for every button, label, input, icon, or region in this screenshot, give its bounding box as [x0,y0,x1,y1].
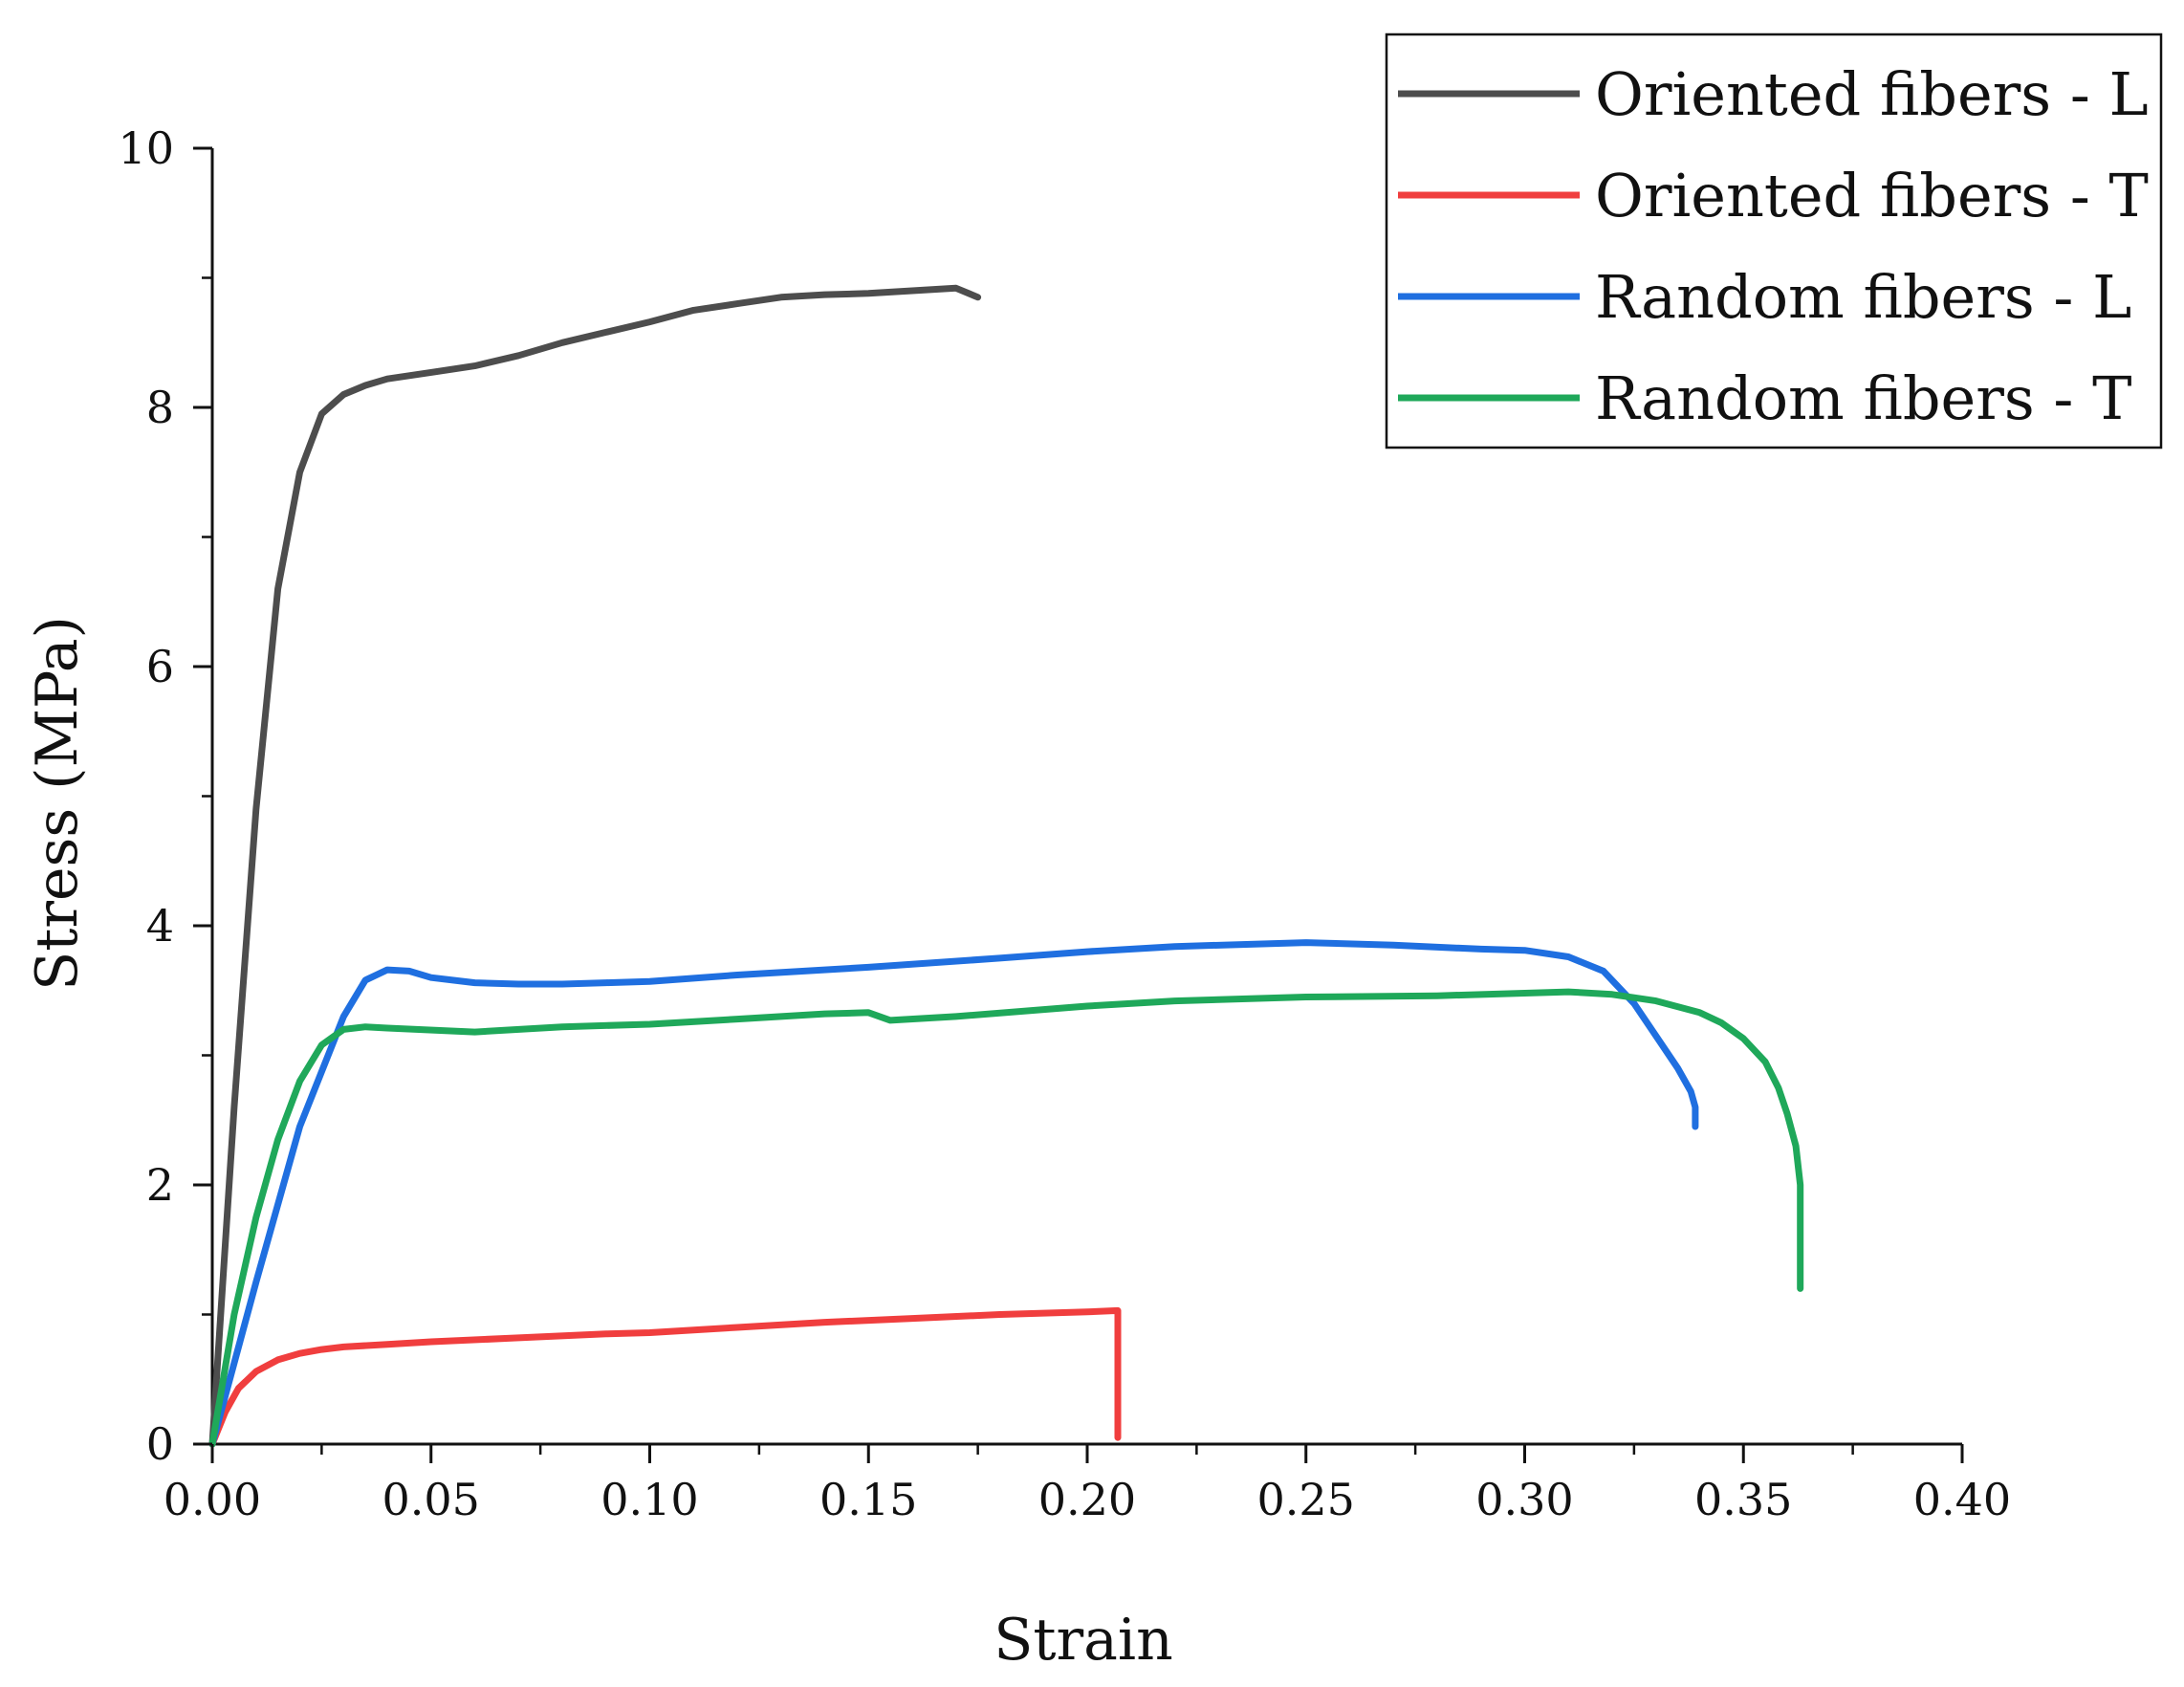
y-tick-label: 10 [118,122,174,174]
x-tick-label: 0.40 [1913,1474,2011,1525]
y-tick-label: 4 [146,900,174,952]
legend-label-random-fibers-l: Random fibers - L [1595,262,2131,332]
plot-ticks: 0.00 0.05 0.10 0.15 0.20 0.25 0.30 0.35 0.40 0 2 4 6… [118,122,2011,1525]
series-line-random-fibers-t [208,988,1804,1448]
y-axis-title: Stress (MPa) [24,616,91,991]
series-line-oriented-fibers-t [208,1306,1122,1448]
y-tick-label: 8 [146,382,174,433]
legend-label-random-fibers-t: Random fibers - T [1595,363,2131,433]
series-line-random-fibers-l [208,939,1699,1448]
legend-label-oriented-fibers-l: Oriented fibers - L [1595,59,2149,129]
x-tick-label: 0.20 [1038,1474,1136,1525]
x-tick-label: 0.15 [819,1474,917,1525]
legend-label-oriented-fibers-t: Oriented fibers - T [1595,161,2149,230]
x-tick-label: 0.30 [1475,1474,1573,1525]
x-tick-label: 0.05 [382,1474,480,1525]
x-tick-label: 0.10 [601,1474,698,1525]
legend: Oriented fibers - L Oriented fibers - T Ra… [1385,33,2163,449]
plot-series [208,284,1804,1448]
x-tick-label: 0.25 [1257,1474,1355,1525]
x-tick-label: 0.35 [1694,1474,1792,1525]
y-tick-label: 2 [146,1159,174,1211]
y-tick-label: 6 [146,641,174,692]
legend-box [1385,33,2163,449]
y-tick-label: 0 [146,1418,174,1470]
x-tick-label: 0.00 [164,1474,261,1525]
series-line-oriented-fibers-l [208,284,982,1448]
x-axis-title: Strain [994,1607,1173,1674]
